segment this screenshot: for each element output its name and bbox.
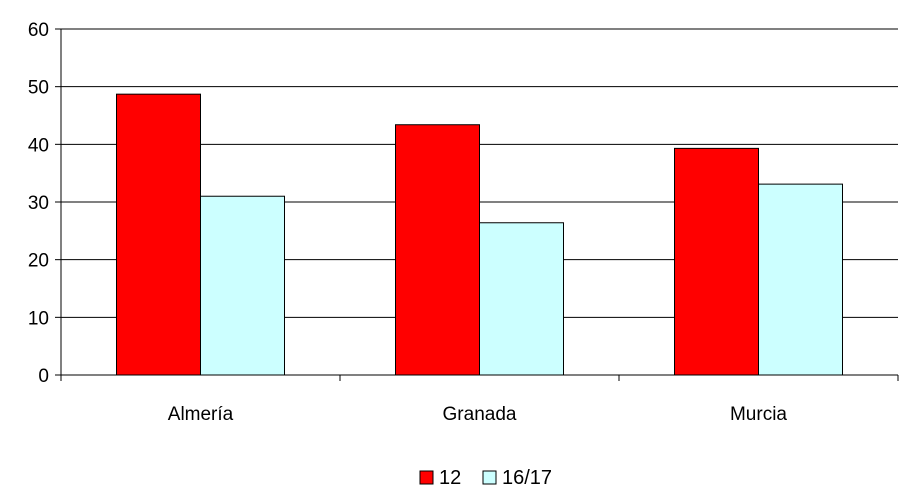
y-tick-label: 0	[38, 366, 49, 387]
bar-12-2	[674, 147, 759, 376]
bar-12-0	[116, 93, 201, 376]
bar-16-17-2	[758, 183, 843, 376]
y-axis-ticks: 0 10 20 30 40 50 60	[28, 20, 61, 387]
y-tick-label: 60	[28, 20, 49, 41]
legend-swatch-1	[482, 470, 497, 485]
bars	[116, 93, 843, 376]
x-category-label: Almería	[168, 404, 234, 425]
bar-16-17-1	[479, 222, 564, 376]
x-category-label: Murcia	[730, 404, 787, 425]
bar-12-1	[395, 124, 480, 376]
bar-16-17-0	[200, 195, 285, 376]
y-tick-label: 20	[28, 251, 49, 272]
legend-swatch-0	[419, 470, 434, 485]
legend: 12 16/17	[419, 467, 552, 488]
y-tick-label: 10	[28, 308, 49, 329]
x-category-label: Granada	[443, 404, 517, 425]
x-axis-labels: Almería Granada Murcia	[168, 404, 788, 425]
y-tick-label: 30	[28, 193, 49, 214]
legend-label-1: 16/17	[502, 467, 552, 488]
y-tick-label: 50	[28, 78, 49, 99]
legend-label-0: 12	[439, 467, 461, 488]
y-tick-label: 40	[28, 135, 49, 156]
